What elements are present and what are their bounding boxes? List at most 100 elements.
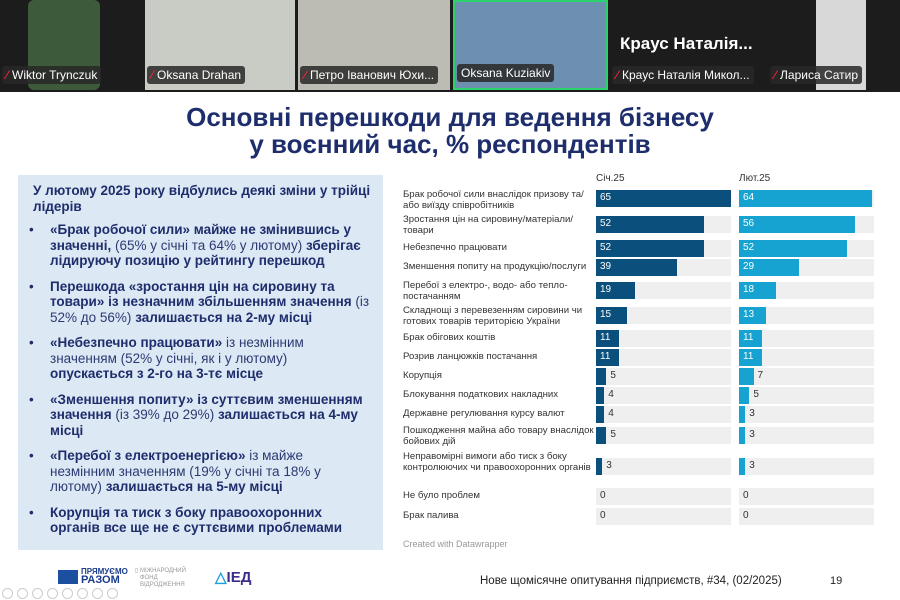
slide-title: Основні перешкоди для ведення бізнесу у … <box>0 104 900 158</box>
camera-icon[interactable] <box>92 588 103 599</box>
bar-jan <box>596 190 731 207</box>
data-label: 3 <box>749 429 755 440</box>
category-label: Блокування податкових накладних <box>403 389 559 400</box>
bar-feb <box>739 240 847 257</box>
next-icon[interactable] <box>17 588 28 599</box>
bar-track: 5 <box>596 368 731 385</box>
data-label: 11 <box>743 332 754 343</box>
zoom-icon[interactable] <box>62 588 73 599</box>
pen-icon[interactable] <box>32 588 43 599</box>
bar-jan <box>596 216 704 233</box>
bar-track: 18 <box>739 282 874 299</box>
bar-feb <box>739 190 872 207</box>
data-label: 52 <box>600 218 612 229</box>
data-label: 3 <box>606 460 612 471</box>
bullet-text: залишається на 2-му місці <box>135 309 313 325</box>
bar-jan <box>596 406 605 423</box>
summary-bullet: «Брак робочої сили» майже не змінившись … <box>29 222 371 269</box>
data-label: 0 <box>600 490 606 501</box>
more-icon[interactable] <box>107 588 118 599</box>
bar-track: 65 <box>596 190 731 207</box>
page-number: 19 <box>830 575 843 587</box>
bar-track: 56 <box>739 216 874 233</box>
data-label: 39 <box>600 261 612 272</box>
bar-track: 19 <box>596 282 731 299</box>
data-label: 18 <box>743 284 755 295</box>
slide-footer: Нове щомісячне опитування підприємств, #… <box>480 575 782 587</box>
participant-tile[interactable]: ⁄ Oksana Drahan <box>145 0 295 90</box>
bar-feb <box>739 259 800 276</box>
bullet-text: залишається на 5-му місці <box>105 479 283 494</box>
data-label: 5 <box>610 370 616 381</box>
category-label: Брак палива <box>403 510 459 521</box>
bar-track: 3 <box>596 458 731 475</box>
bar-feb <box>739 427 746 444</box>
subtitles-icon[interactable] <box>77 588 88 599</box>
data-label: 3 <box>749 408 755 419</box>
title-line-2: у воєнний час, % респондентів <box>249 129 651 159</box>
bar-jan <box>596 427 607 444</box>
bar-track: 4 <box>596 406 731 423</box>
category-label: Пошкодження майна або товару внаслідок б… <box>403 425 594 447</box>
participant-name: Петро Іванович Юхи... <box>310 68 435 82</box>
bar-track: 3 <box>739 458 874 475</box>
bar-track: 52 <box>596 216 731 233</box>
category-label: Державне регулювання курсу валют <box>403 408 565 419</box>
participant-tile[interactable]: Oksana Kuziakiv <box>453 0 608 90</box>
bullet-text: зберігає лідируючу позицію у рейтингу пе… <box>50 237 361 269</box>
slides-icon[interactable] <box>47 588 58 599</box>
bullet-text: «Перебої з електроенергією» <box>50 448 250 463</box>
bar-track: 0 <box>739 508 874 525</box>
data-label: 0 <box>600 510 606 521</box>
participant-name-label: ⁄ Краус Наталія Микол... <box>612 66 754 84</box>
bar-feb <box>739 406 746 423</box>
previous-icon[interactable] <box>2 588 13 599</box>
bar-track: 52 <box>739 240 874 257</box>
bullet-text: «Небезпечно працювати» <box>50 335 226 350</box>
bar-track: 29 <box>739 259 874 276</box>
bar-track: 0 <box>596 508 731 525</box>
data-label: 4 <box>608 389 614 400</box>
column-header: Лют.25 <box>739 173 771 184</box>
bar-feb <box>739 368 754 385</box>
data-label: 56 <box>743 218 755 229</box>
summary-bullet: «Небезпечно працювати» із незмінним знач… <box>29 335 371 382</box>
data-label: 52 <box>743 242 755 253</box>
irf-logo: ▯ МІЖНАРОДНИЙ ФОНД ВІДРОДЖЕННЯ <box>135 568 186 588</box>
bar-track: 11 <box>739 349 874 366</box>
bullet-text: залишається на 4-му місці <box>50 407 358 438</box>
participant-name-label: ⁄ Петро Іванович Юхи... <box>300 66 439 84</box>
bar-track: 15 <box>596 307 731 324</box>
bar-track: 7 <box>739 368 874 385</box>
participant-name: Краус Наталія Микол... <box>622 68 750 82</box>
participant-tile[interactable]: ⁄ Wiktor Trynczuk <box>0 0 140 90</box>
summary-lead: У лютому 2025 року відбулись деякі зміни… <box>33 183 371 214</box>
bar-jan <box>596 387 605 404</box>
data-label: 19 <box>600 284 612 295</box>
video-participants-strip: ⁄ Wiktor Trynczuk ⁄ Oksana Drahan ⁄ Петро Іва… <box>0 0 900 92</box>
bar-jan <box>596 458 603 475</box>
chart-credit: Created with Datawrapper <box>403 539 508 549</box>
participant-name-label: ⁄ Oksana Drahan <box>147 66 246 84</box>
bar-feb <box>739 307 766 324</box>
summary-bullets: «Брак робочої сили» майже не змінившись … <box>29 222 371 536</box>
muted-mic-icon: ⁄ <box>304 68 307 82</box>
participant-display-name: Краус Наталія... <box>620 34 753 53</box>
participant-name-label: ⁄ Лариса Сатир <box>770 66 863 84</box>
bullet-text: «Брак робочої сили» майже не змінившись … <box>50 222 351 253</box>
title-line-1: Основні перешкоди для ведення бізнесу <box>186 102 714 132</box>
category-label: Перебої з електро-, водо- або тепло- пос… <box>403 280 568 302</box>
category-label: Складнощі з перевезенням сировини чи гот… <box>403 305 583 327</box>
participant-name: Oksana Kuziakiv <box>461 66 551 80</box>
bar-feb <box>739 349 762 366</box>
participant-name-label: Oksana Kuziakiv <box>457 64 555 82</box>
bullet-text: Перешкода «зростання цін на сировину та … <box>50 278 356 310</box>
participant-tile[interactable]: ⁄ Петро Іванович Юхи... <box>298 0 450 90</box>
participant-tile[interactable]: Краус Наталія... ⁄ Краус Наталія Микол... <box>610 0 765 90</box>
participant-tile[interactable]: ⁄ Лариса Сатир <box>768 0 900 90</box>
participant-name: Wiktor Trynczuk <box>12 68 98 82</box>
bar-track: 11 <box>596 349 731 366</box>
bar-track: 64 <box>739 190 874 207</box>
bullet-text: (із 39% до 29%) <box>115 407 218 422</box>
data-label: 11 <box>743 351 754 362</box>
